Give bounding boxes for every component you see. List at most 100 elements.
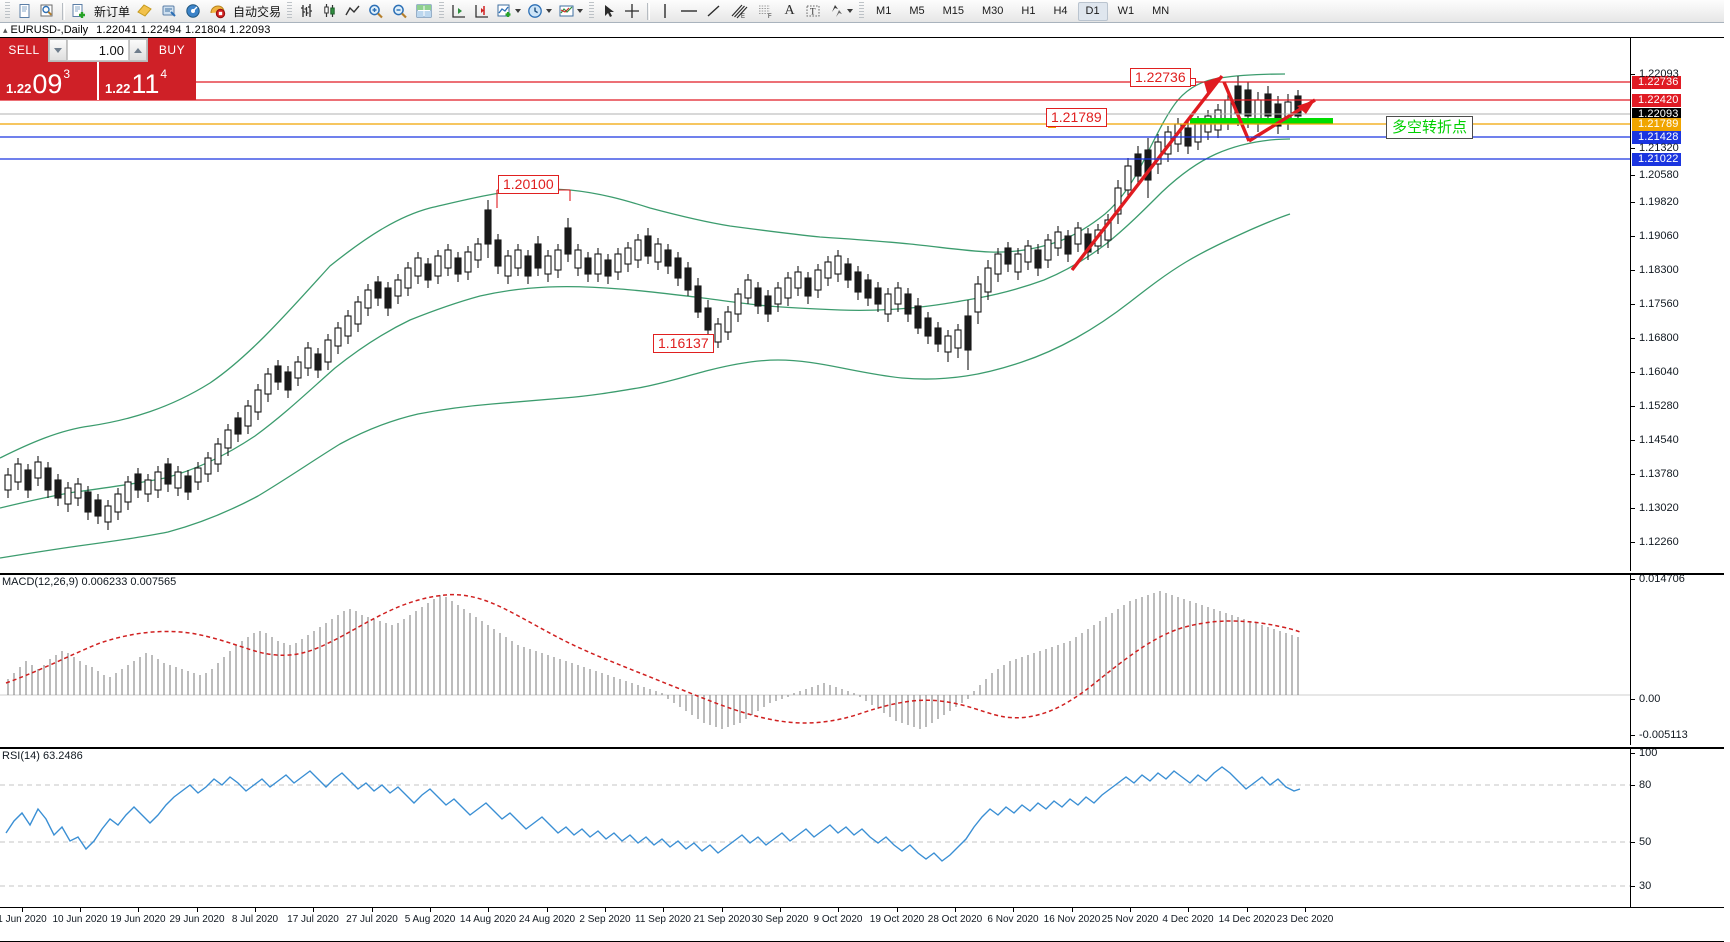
- price-tag-5[interactable]: 1.21022: [1632, 153, 1682, 166]
- axis-tick-rsi-1: 80: [1631, 779, 1651, 791]
- date-axis[interactable]: 1 Jun 2020 10 Jun 2020 19 Jun 2020 29 Ju…: [0, 907, 1730, 942]
- macd-pane[interactable]: MACD(12,26,9) 0.006233 0.007565: [0, 573, 1730, 745]
- svg-text:E: E: [741, 14, 745, 19]
- one-click-trading-panel[interactable]: SELL 1.00 BUY 1.22 09 3 1.22 11 4: [0, 38, 196, 100]
- text-icon[interactable]: A: [784, 3, 795, 18]
- volume-stepper[interactable]: 1.00: [48, 38, 148, 62]
- chevron-down-icon-3[interactable]: [577, 9, 584, 13]
- indicators-icon[interactable]: [494, 1, 523, 22]
- new-order-label[interactable]: 新订单: [94, 4, 131, 19]
- sell-tab-label[interactable]: SELL: [0, 38, 48, 62]
- date-label-13: 30 Sep 2020: [751, 914, 809, 925]
- chevron-down-icon[interactable]: [515, 9, 522, 13]
- metaeditor-icon[interactable]: [134, 1, 156, 22]
- equidistant-channel-icon[interactable]: E: [727, 1, 751, 22]
- rsi-plot[interactable]: [0, 749, 1630, 907]
- axis-tick-price-8: 1.16040: [1631, 366, 1679, 378]
- toolbar-grip-3[interactable]: [439, 2, 445, 20]
- rsi-axis[interactable]: 100 80 50 30: [1630, 749, 1730, 907]
- line-chart-icon[interactable]: [342, 1, 363, 22]
- templates-icon[interactable]: [556, 1, 585, 22]
- volume-increase-button[interactable]: [129, 39, 147, 61]
- rsi-chart-svg: [0, 766, 1630, 887]
- axis-tick-price-2: 1.20580: [1631, 169, 1679, 181]
- tab-timeframe-w1[interactable]: W1: [1117, 5, 1135, 17]
- tab-timeframe-d1[interactable]: D1: [1077, 1, 1108, 21]
- zoom-in-icon[interactable]: [365, 1, 387, 22]
- toolbar-grip-4[interactable]: [589, 2, 595, 20]
- annotation-high-label[interactable]: 1.22736: [1130, 68, 1191, 87]
- tab-timeframe-mn[interactable]: MN: [1152, 5, 1170, 17]
- axis-tick-price-10: 1.14540: [1631, 434, 1679, 446]
- periods-icon[interactable]: [525, 1, 554, 22]
- chart-shift-icon[interactable]: [471, 1, 492, 22]
- annotation-aug-high-label[interactable]: 1.20100: [498, 175, 559, 194]
- volume-input[interactable]: 1.00: [67, 39, 129, 61]
- bar-chart-icon[interactable]: [296, 1, 317, 22]
- data-window-icon[interactable]: [413, 1, 435, 22]
- tab-timeframe-m15[interactable]: M15: [942, 5, 964, 17]
- rsi-pane[interactable]: RSI(14) 63.2486 100 80 50 30: [0, 747, 1730, 907]
- toolbar-grip-5[interactable]: [859, 2, 865, 20]
- axis-tick-price-4: 1.19060: [1631, 230, 1679, 242]
- price-tag-3[interactable]: 1.21789: [1632, 118, 1682, 131]
- new-chart-icon[interactable]: [14, 1, 35, 22]
- axis-tick-macd-0: 0.014706: [1631, 575, 1685, 585]
- arrows-icon[interactable]: [826, 1, 855, 22]
- macd-axis[interactable]: 0.014706 0.00 -0.005113: [1630, 575, 1730, 745]
- auto-scroll-icon[interactable]: [448, 1, 469, 22]
- autotrading-label[interactable]: 自动交易: [233, 4, 282, 19]
- sell-price-button[interactable]: 1.22 09 3: [0, 62, 97, 100]
- text-label-icon[interactable]: T: [802, 1, 824, 22]
- date-tick-13: [780, 908, 781, 912]
- macd-caption: MACD(12,26,9) 0.006233 0.007565: [2, 576, 177, 588]
- tab-timeframe-m5[interactable]: M5: [909, 5, 925, 17]
- date-tick-14: [838, 908, 839, 912]
- date-label-0: 1 Jun 2020: [0, 914, 47, 925]
- candlestick-chart-icon[interactable]: [319, 1, 340, 22]
- chevron-up-icon-vol: [134, 47, 142, 53]
- signals-icon[interactable]: [182, 1, 204, 22]
- horizontal-line-icon[interactable]: [677, 1, 701, 22]
- price-tag-current[interactable]: 1.22093: [1632, 108, 1682, 121]
- profiles-icon[interactable]: [37, 1, 58, 22]
- price-tag-0[interactable]: 1.22736: [1632, 76, 1682, 89]
- zoom-out-icon[interactable]: [389, 1, 411, 22]
- macd-plot[interactable]: [0, 575, 1630, 745]
- volume-decrease-button[interactable]: [49, 39, 67, 61]
- annotation-support-label[interactable]: 1.21789: [1046, 108, 1107, 127]
- price-pane[interactable]: 1.22736 1.21789 1.20100 1.16137 多空转折点 1.…: [0, 38, 1730, 571]
- price-tag-1[interactable]: 1.22420: [1632, 94, 1682, 107]
- buy-price-button[interactable]: 1.22 11 4: [97, 62, 196, 100]
- price-tag-4[interactable]: 1.21428: [1632, 131, 1682, 144]
- tab-timeframe-m30[interactable]: M30: [982, 5, 1004, 17]
- date-tick-8: [488, 908, 489, 912]
- red-trend-arrow-3: [1248, 98, 1316, 143]
- toolbar-grip[interactable]: [5, 2, 10, 20]
- price-axis[interactable]: 1.22736 1.22420 1.22093 1.21789 1.21428 …: [1630, 38, 1730, 571]
- chevron-down-icon-4[interactable]: [847, 9, 854, 13]
- vertical-line-icon[interactable]: [654, 1, 675, 22]
- tab-timeframe-h1[interactable]: H1: [1021, 5, 1036, 17]
- chevron-down-icon-2[interactable]: [546, 9, 553, 13]
- buy-tab-label[interactable]: BUY: [148, 38, 196, 62]
- autotrading-icon[interactable]: [206, 1, 229, 22]
- tab-timeframe-m1[interactable]: M1: [876, 5, 892, 17]
- date-tick-11: [663, 908, 664, 912]
- tab-timeframe-h4[interactable]: H4: [1053, 5, 1068, 17]
- cursor-icon[interactable]: [598, 1, 619, 22]
- annotation-chinese-label[interactable]: 多空转折点: [1386, 116, 1474, 139]
- fibonacci-retracement-icon[interactable]: F: [753, 1, 777, 22]
- date-label-8: 14 Aug 2020: [459, 914, 517, 925]
- svg-text:T: T: [810, 7, 816, 17]
- price-plot[interactable]: 1.22736 1.21789 1.20100 1.16137 多空转折点: [0, 38, 1630, 571]
- annotation-sep-low-label[interactable]: 1.16137: [653, 334, 714, 353]
- chart-area[interactable]: 1.22736 1.21789 1.20100 1.16137 多空转折点 1.…: [0, 37, 1730, 942]
- expert-advisor-icon[interactable]: [158, 1, 180, 22]
- deal-panel-top: SELL 1.00 BUY: [0, 38, 196, 62]
- trendline-icon[interactable]: [703, 1, 725, 22]
- date-tick-2: [138, 908, 139, 912]
- new-order-icon[interactable]: [69, 1, 90, 22]
- crosshair-icon[interactable]: [621, 1, 643, 22]
- toolbar-grip-2[interactable]: [287, 2, 293, 20]
